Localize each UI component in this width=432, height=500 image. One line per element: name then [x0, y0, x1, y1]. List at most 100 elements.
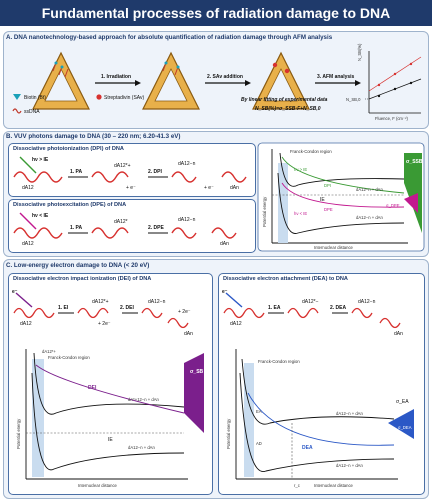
dei-electron-arrow	[15, 292, 33, 308]
vuv-dpe-curve	[281, 182, 405, 208]
dea-graphics: e⁻ dA12 1. EA dA12*− 2. DEA dA12−n dAn σ…	[222, 289, 414, 488]
dei-electron-1: + 2e⁻	[98, 321, 111, 327]
dei-fc-region	[32, 359, 44, 477]
vuv-sigma-label: σ_SSB	[406, 159, 423, 165]
origami-triangle-2	[142, 51, 200, 110]
dpi-step2: 2. DPI	[148, 169, 163, 175]
dea-dna-strand	[223, 307, 265, 319]
vuv-fc-region	[278, 163, 288, 243]
dpe-step2: 2. DPE	[148, 225, 165, 231]
dpi-ion-strand	[91, 171, 129, 183]
vuv-curve2: dA12−n + dAn	[356, 215, 383, 220]
vuv-hv-gt: hν > IE	[294, 167, 307, 172]
dea-upper-curve-label: dA12−n + dAn	[336, 411, 363, 416]
dei-fragment-2: dAn	[184, 331, 193, 337]
step2-label: 2. SAv addition	[207, 74, 243, 80]
dea-ylabel: Potential energy	[226, 418, 231, 449]
dea-electron-arrow	[225, 292, 243, 308]
dea-fragment-2: dAn	[394, 331, 403, 337]
dpi-graphics: hν > IE dA12 1. PA dA12*+ + e⁻ 2. DPI dA…	[13, 156, 247, 191]
sav-icon	[96, 94, 102, 100]
dea-xlabel: Internuclear distance	[314, 483, 354, 488]
page-title: Fundamental processes of radiation damag…	[0, 0, 432, 26]
dei-graphics: e⁻ dA12 1. EI dA12*+ + 2e⁻ 2. DEI dA12−n…	[12, 289, 204, 488]
dei-dna-strand	[13, 307, 55, 319]
panel-c-title: C. Low-energy electron damage to DNA (< …	[6, 262, 150, 269]
dei-step1: 1. EI	[58, 305, 69, 311]
dpi-electron-2: + e⁻	[204, 185, 214, 191]
dpi-dna-strand	[13, 171, 63, 183]
fit-text: By linear fitting of experimental data	[241, 97, 328, 103]
dea-ground-curve	[239, 372, 395, 472]
dei-molecule: dA12	[20, 321, 32, 327]
dea-molecule: dA12	[230, 321, 242, 327]
dei-fc-label: Franck-Condon region	[48, 355, 90, 360]
dea-anion: dA12*−	[302, 299, 319, 305]
dea-fragment-strand-1	[351, 307, 373, 319]
dpe-dna-strand	[13, 227, 63, 239]
dpe-fragment-1: dA12−n	[178, 217, 196, 223]
dei-xlabel: Internuclear distance	[78, 483, 118, 488]
dea-step2: 2. DEA	[330, 305, 347, 311]
dpe-fragment-strand-1	[171, 227, 197, 239]
dei-fragment-strand-1	[141, 307, 163, 319]
dei-dei-label: DEI	[88, 385, 97, 391]
vuv-ylabel: Potential energy	[262, 196, 267, 227]
panel-a-graphics: 1. Irradiation 2. SAv addition 3. AFM an…	[12, 43, 422, 121]
vuv-upper-curve	[279, 152, 405, 187]
formula: N_SB(%)=σ_SSB·F+N_SB,0	[255, 106, 321, 112]
dpi-fragment-strand-1	[171, 171, 197, 183]
dpi-title: Dissociative photoionization (DPI) of DN…	[13, 146, 124, 152]
dei-title: Dissociative electron impact ionization …	[13, 276, 152, 282]
dpi-fragment-1: dA12−n	[178, 161, 196, 167]
dei-dei-curve	[35, 364, 185, 414]
dpe-step1: 1. PA	[70, 225, 83, 231]
dpe-box	[8, 199, 256, 253]
dpe-excited: dA12*	[114, 219, 128, 225]
dpi-step1: 1. PA	[70, 169, 83, 175]
dea-dea-curve	[247, 392, 395, 446]
legend-ssdna: ssDNA	[24, 109, 40, 115]
dea-fc-region	[244, 363, 254, 477]
vuv-fc-label: Franck-Condon region	[290, 149, 332, 154]
dei-fragment-strand-2	[167, 317, 189, 329]
dea-lower-curve-label: dA12−n + dAn	[336, 463, 363, 468]
dei-ion-strand	[77, 307, 109, 319]
dei-electron-2: + 2e⁻	[178, 309, 191, 315]
dpe-photon-label: hν < IE	[32, 213, 49, 219]
dpe-excited-strand	[91, 227, 129, 239]
dpi-electron-1: + e⁻	[126, 185, 136, 191]
dea-title: Dissociative electron attachment (DEA) t…	[223, 276, 348, 282]
dei-incoming: e⁻	[12, 289, 18, 295]
dei-upper-curve	[33, 352, 185, 415]
dpi-molecule: dA12	[22, 185, 34, 191]
ssdna-icon	[12, 108, 22, 114]
dei-ie-label: IE	[108, 437, 113, 443]
dei-ground-curve	[31, 372, 185, 471]
dea-sigma-dea: σ_DEA	[398, 425, 412, 430]
dea-fragment-1: dA12−n	[358, 299, 376, 305]
dei-ylabel: Potential energy	[16, 418, 21, 449]
dea-ad-label: AD	[256, 441, 262, 446]
panel-b-title: B. VUV photons damage to DNA (30 – 220 n…	[6, 133, 181, 140]
vuv-dpi-curve	[281, 156, 405, 194]
panel-a-title: A. DNA nanotechnology-based approach for…	[6, 34, 333, 41]
dei-sigma-shape	[184, 353, 204, 433]
biotin-icon	[13, 94, 21, 100]
vuv-ie-label: IE	[320, 197, 325, 203]
dpe-fragment-strand-2	[211, 227, 237, 239]
dea-rc-label: r_c	[294, 483, 300, 488]
dpe-title: Dissociative photoexcitation (DPE) of DN…	[13, 202, 127, 208]
dei-fragment-1: dA12−n	[148, 299, 166, 305]
fit-plot	[365, 51, 422, 114]
dea-anion-strand	[287, 307, 319, 319]
step3-label: 3. AFM analysis	[317, 74, 355, 80]
dea-sigma-shape	[388, 409, 414, 439]
dpi-ion: dA12*+	[114, 163, 131, 169]
vuv-hv-lt: hν < IE	[294, 211, 307, 216]
dea-dea-label: DEA	[302, 445, 313, 451]
dea-upper-curve	[241, 358, 395, 425]
dpi-photon-label: hν > IE	[32, 157, 49, 163]
arrow-afm	[315, 80, 361, 86]
dei-step2: 2. DEI	[120, 305, 135, 311]
